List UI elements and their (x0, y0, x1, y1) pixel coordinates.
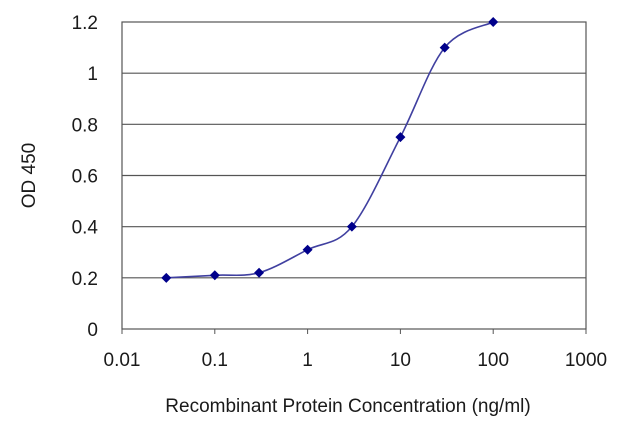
y-tick-label: 0.4 (72, 218, 99, 239)
x-tick-label: 10 (390, 350, 411, 371)
series-line (166, 21, 494, 279)
data-point (254, 267, 265, 278)
data-point (488, 17, 499, 27)
y-tick-label: 0.6 (72, 167, 98, 188)
y-tick-label: 1.2 (72, 13, 98, 34)
data-point (302, 244, 313, 255)
x-tick-labels: 0.01 0.1 1 10 100 1000 (104, 329, 607, 371)
x-tick-label: 100 (477, 350, 509, 371)
y-tick-label: 1 (87, 64, 98, 85)
x-tick-label: 1000 (565, 350, 607, 371)
y-tick-labels: 0 0.2 0.4 0.6 0.8 1 1.2 (72, 13, 99, 341)
data-point (209, 270, 220, 281)
data-point (161, 272, 172, 283)
x-tick-label: 0.1 (202, 350, 228, 371)
y-tick-label: 0.2 (72, 269, 98, 290)
data-point (346, 221, 357, 232)
x-tick-label: 1 (302, 350, 313, 371)
y-tick-label: 0 (87, 320, 98, 341)
data-point (439, 42, 450, 53)
data-point (395, 132, 406, 143)
y-axis-label: OD 450 (19, 143, 40, 208)
x-axis-label: Recombinant Protein Concentration (ng/ml… (165, 396, 530, 417)
x-tick-label: 0.01 (104, 350, 141, 371)
series-markers (161, 17, 499, 283)
y-tick-label: 0.8 (72, 115, 98, 136)
